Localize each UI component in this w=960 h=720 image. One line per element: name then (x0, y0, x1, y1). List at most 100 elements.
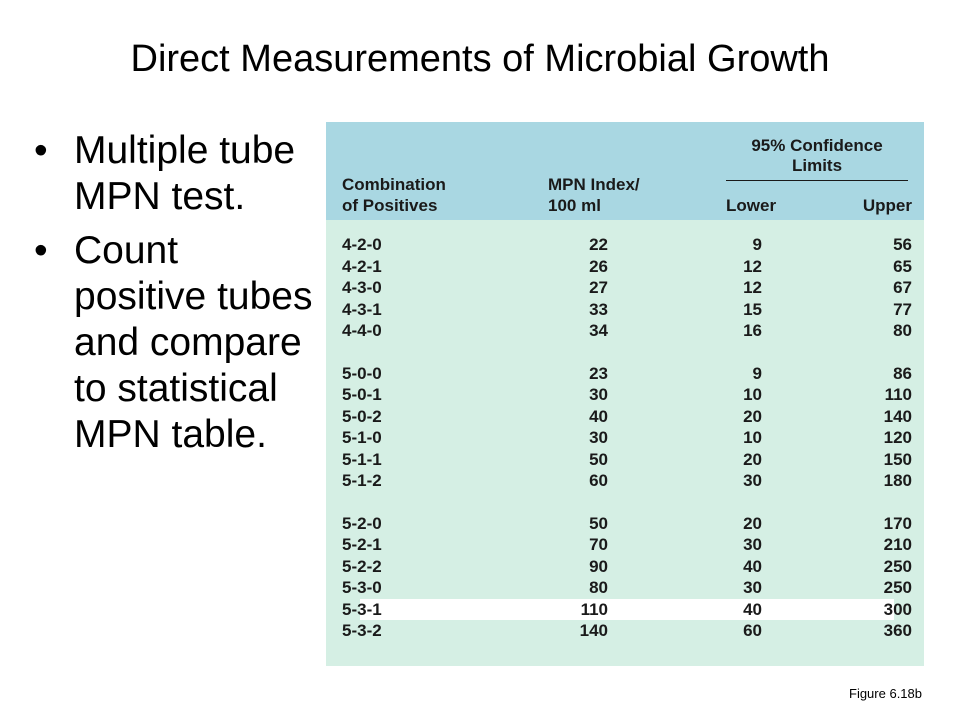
lower-limit-cell: 16 (743, 321, 762, 340)
combination-cell: 5-2-2 (342, 556, 382, 576)
lower-limit-cell: 30 (743, 471, 762, 490)
lower-limit-cell: 10 (743, 428, 762, 447)
mpn-index-cell: 70 (589, 535, 608, 554)
combination-cell: 5-3-2 (342, 621, 382, 640)
table-row: 5-3-2 140 60 360 (326, 620, 924, 642)
table-row: 5-3-1 110 40 300 (326, 598, 924, 621)
table-row: 5-0-2 40 20 140 (326, 406, 924, 428)
mpn-index-cell: 50 (589, 449, 608, 469)
confidence-header-line: 95% Confidence (751, 136, 883, 155)
table-row: 5-0-0 23 9 86 (326, 363, 924, 385)
table-row: 5-1-2 60 30 180 (326, 470, 924, 492)
bullet-dot: • (34, 229, 48, 272)
combination-header-line: of Positives (342, 196, 438, 215)
table-row: 5-1-1 50 20 150 (326, 449, 924, 471)
lower-limit-cell: 40 (743, 556, 762, 576)
upper-limit-cell: 86 (893, 363, 912, 383)
table-body: 4-2-0 22 9 56 4-2-1 26 12 65 4-3-0 27 12 67 4-3-1 33 1… (326, 234, 924, 642)
combination-cell: 5-0-1 (342, 385, 382, 404)
mpn-index-cell: 110 (580, 599, 608, 619)
table-row: 4-2-0 22 9 56 (326, 234, 924, 256)
lower-limit-cell: 30 (743, 578, 762, 597)
table-row: 5-2-0 50 20 170 (326, 513, 924, 535)
mpn-index-header-line: 100 ml (548, 196, 601, 215)
confidence-divider (726, 180, 908, 181)
mpn-table: Combination of Positives MPN Index/ 100 … (326, 122, 924, 666)
mpn-index-cell: 23 (589, 363, 608, 383)
bullet-text: Count positive tubes and compare to stat… (74, 229, 313, 456)
bullet-list: • Multiple tube MPN test. • Count positi… (34, 128, 314, 466)
figure-caption: Figure 6.18b (849, 686, 922, 701)
lower-limit-cell: 30 (743, 535, 762, 554)
upper-limit-cell: 210 (883, 535, 912, 554)
upper-limit-cell: 180 (883, 471, 912, 490)
confidence-header: 95% Confidence Limits (724, 136, 910, 176)
upper-limit-cell: 300 (883, 599, 912, 619)
bullet-item: • Count positive tubes and compare to st… (34, 228, 314, 458)
upper-limit-cell: 250 (883, 578, 912, 597)
mpn-index-cell: 30 (589, 385, 608, 404)
combination-header: Combination of Positives (342, 174, 532, 216)
upper-header: Upper (862, 196, 912, 215)
combination-cell: 4-4-0 (342, 321, 382, 340)
lower-header: Lower (726, 196, 777, 215)
combination-cell: 5-1-1 (342, 449, 382, 469)
upper-limit-cell: 120 (883, 428, 912, 447)
table-row: 4-3-0 27 12 67 (326, 277, 924, 299)
table-row: 4-2-1 26 12 65 (326, 256, 924, 278)
upper-limit-cell: 77 (893, 299, 912, 319)
mpn-index-header: MPN Index/ 100 ml (548, 174, 708, 216)
combination-cell: 4-3-0 (342, 278, 382, 297)
upper-limit-cell: 80 (893, 321, 912, 340)
upper-limit-cell: 150 (883, 449, 912, 469)
slide-title: Direct Measurements of Microbial Growth (130, 38, 830, 80)
table-row: 5-2-1 70 30 210 (326, 534, 924, 556)
mpn-index-cell: 26 (589, 256, 608, 276)
combination-cell: 5-3-1 (342, 599, 382, 619)
table-row: 4-4-0 34 16 80 (326, 320, 924, 342)
lower-limit-cell: 12 (743, 256, 762, 276)
bullet-item: • Multiple tube MPN test. (34, 128, 314, 220)
mpn-index-cell: 50 (589, 513, 608, 533)
mpn-index-cell: 80 (589, 578, 608, 597)
combination-cell: 4-2-0 (342, 235, 382, 254)
combination-cell: 5-3-0 (342, 578, 382, 597)
lower-limit-cell: 12 (743, 278, 762, 297)
combination-header-line: Combination (342, 175, 446, 194)
mpn-index-header-line: MPN Index/ (548, 175, 640, 194)
lower-limit-cell: 20 (743, 449, 762, 469)
upper-limit-cell: 140 (883, 406, 912, 426)
lower-limit-cell: 15 (743, 299, 762, 319)
upper-limit-cell: 360 (883, 621, 912, 640)
lower-limit-cell: 10 (743, 385, 762, 404)
combination-cell: 4-2-1 (342, 256, 382, 276)
mpn-index-cell: 27 (589, 278, 608, 297)
mpn-index-cell: 22 (589, 235, 608, 254)
upper-limit-cell: 56 (893, 235, 912, 254)
mpn-index-cell: 40 (589, 406, 608, 426)
table-row: 5-2-2 90 40 250 (326, 556, 924, 578)
combination-cell: 5-2-0 (342, 513, 382, 533)
table-row: 5-0-1 30 10 110 (326, 384, 924, 406)
confidence-header-line: Limits (791, 156, 843, 175)
upper-limit-cell: 67 (893, 278, 912, 297)
mpn-index-cell: 140 (579, 621, 608, 640)
lower-limit-cell: 9 (752, 235, 762, 254)
combination-cell: 4-3-1 (342, 299, 382, 319)
table-row: 5-3-0 80 30 250 (326, 577, 924, 599)
upper-limit-cell: 110 (884, 385, 912, 404)
combination-cell: 5-1-0 (342, 428, 382, 447)
upper-limit-cell: 65 (893, 256, 912, 276)
combination-cell: 5-0-0 (342, 363, 382, 383)
table-row: 4-3-1 33 15 77 (326, 299, 924, 321)
lower-limit-cell: 20 (743, 513, 762, 533)
mpn-index-cell: 60 (589, 471, 608, 490)
lower-limit-cell: 9 (752, 363, 762, 383)
mpn-index-cell: 33 (589, 299, 608, 319)
lower-limit-cell: 40 (743, 599, 762, 619)
upper-limit-cell: 250 (883, 556, 912, 576)
bullet-text: Multiple tube MPN test. (74, 129, 296, 218)
mpn-index-cell: 90 (589, 556, 608, 576)
bullet-dot: • (34, 129, 48, 172)
mpn-index-cell: 30 (589, 428, 608, 447)
